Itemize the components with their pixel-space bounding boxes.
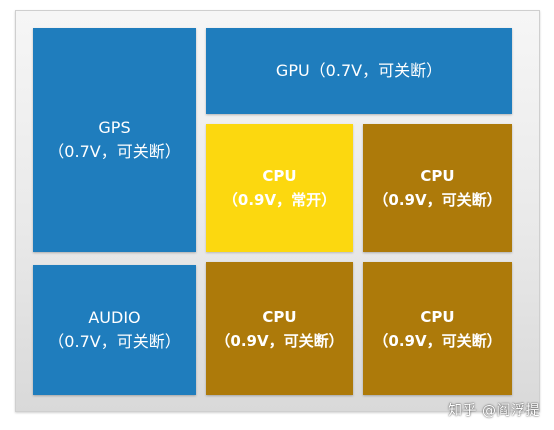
cpu-bottom-right-detail: （0.9V，可关断）	[373, 331, 502, 350]
gpu-block: GPU（0.7V，可关断）	[206, 28, 512, 114]
cpu-top-right-name: CPU	[420, 167, 455, 185]
cpu-bottom-mid-block: CPU （0.9V，可关断）	[206, 262, 353, 395]
gps-name: GPS	[98, 118, 131, 137]
chip-die: GPS （0.7V，可关断） GPU（0.7V，可关断） CPU （0.9V，常…	[15, 10, 540, 412]
cpu-always-on-name: CPU	[262, 167, 297, 185]
cpu-top-right-block: CPU （0.9V，可关断）	[363, 124, 512, 252]
cpu-bottom-mid-detail: （0.9V，可关断）	[215, 331, 344, 350]
cpu-bottom-right-name: CPU	[420, 307, 455, 326]
audio-name: AUDIO	[88, 308, 141, 327]
cpu-bottom-mid-name: CPU	[262, 307, 297, 326]
audio-block: AUDIO （0.7V，可关断）	[33, 265, 196, 395]
cpu-bottom-right-block: CPU （0.9V，可关断）	[363, 262, 512, 395]
cpu-always-on-detail: （0.9V，常开）	[222, 191, 337, 209]
cpu-top-right-detail: （0.9V，可关断）	[373, 191, 502, 209]
cpu-always-on-block: CPU （0.9V，常开）	[206, 124, 353, 252]
gps-block: GPS （0.7V，可关断）	[33, 28, 196, 252]
watermark: 知乎 @阎浮提	[448, 403, 540, 419]
gps-detail: （0.7V，可关断）	[48, 142, 181, 161]
gpu-label: GPU（0.7V，可关断）	[275, 61, 443, 80]
audio-detail: （0.7V，可关断）	[48, 332, 181, 351]
